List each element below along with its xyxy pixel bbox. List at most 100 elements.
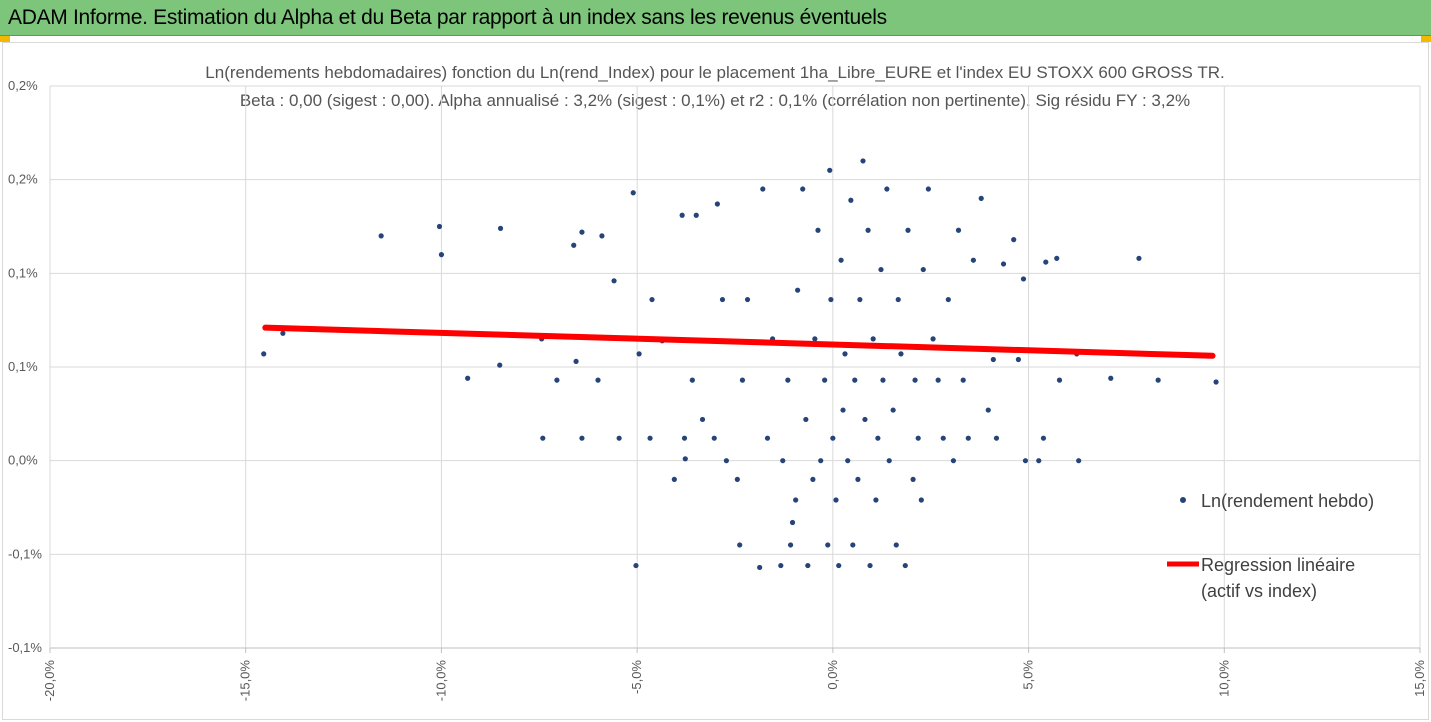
scatter-point [497, 225, 504, 231]
scatter-point [711, 435, 717, 441]
scatter-point [898, 351, 904, 357]
scatter-point [789, 519, 796, 526]
scatter-point [571, 242, 577, 248]
scatter-point [857, 296, 863, 303]
scatter-point [795, 287, 801, 293]
scatter-point [633, 562, 639, 569]
legend-marker [1167, 561, 1199, 567]
scatter-point [744, 296, 751, 303]
scatter-point [803, 416, 809, 423]
scatter-point [845, 458, 851, 464]
scatter-point [875, 435, 881, 441]
scatter-point [812, 336, 818, 342]
x-tick-label: -10,0% [433, 660, 448, 702]
scatter-point [810, 476, 816, 482]
scatter-point [1043, 259, 1049, 265]
scatter-point [573, 358, 579, 364]
corner-mark [1421, 36, 1431, 42]
scatter-point [935, 377, 941, 383]
scatter-point [1155, 377, 1161, 383]
scatter-point [261, 351, 267, 357]
scatter-point [855, 476, 861, 482]
scatter-point [734, 476, 740, 482]
scatter-point [830, 435, 836, 441]
x-tick-label: 15,0% [1412, 660, 1427, 697]
scatter-point [815, 227, 821, 233]
scatter-point [925, 186, 931, 192]
scatter-point [1000, 261, 1007, 267]
x-tick-label: 5,0% [1021, 660, 1036, 690]
scatter-point [860, 158, 866, 164]
scatter-point [878, 266, 884, 273]
scatter-point [787, 542, 794, 548]
scatter-point [890, 407, 896, 413]
chart-subtitle: Beta : 0,00 (sigest : 0,00). Alpha annua… [240, 91, 1190, 110]
chart-title: Ln(rendements hebdomadaires) fonction du… [205, 63, 1224, 82]
y-tick-label: 0,2% [8, 78, 38, 93]
scatter-point [970, 257, 976, 263]
scatter-point [497, 362, 503, 368]
scatter-point [778, 562, 784, 569]
scatter-point [579, 435, 585, 441]
legend-dot [1180, 497, 1186, 503]
scatter-point [595, 377, 601, 383]
scatter-point [880, 377, 886, 383]
y-tick-label: -0,1% [8, 640, 42, 655]
scatter-point [930, 336, 936, 342]
scatter-point [950, 458, 957, 464]
scatter-point [990, 356, 996, 363]
scatter-point [818, 458, 824, 464]
scatter-point [280, 330, 286, 336]
scatter-point [757, 564, 763, 571]
scatter-point [910, 476, 916, 482]
scatter-point [1136, 255, 1142, 261]
legend-symbol [1165, 488, 1201, 510]
scatter-point [671, 476, 677, 482]
scatter-point [1022, 458, 1029, 464]
scatter-point [649, 296, 655, 303]
scatter-point [760, 186, 766, 192]
scatter-point [785, 377, 791, 383]
scatter-point [828, 296, 834, 303]
scatter-point [436, 223, 443, 230]
legend-label: Regression linéaire (actif vs index) [1201, 555, 1356, 601]
y-tick-label: -0,1% [8, 546, 42, 561]
x-tick-label: -15,0% [238, 660, 253, 702]
chart-frame [2, 42, 1429, 720]
scatter-point [719, 296, 726, 303]
y-tick-label: 0,1% [8, 265, 38, 280]
scatter-point [611, 278, 617, 284]
scatter-point [1036, 458, 1042, 464]
scatter-point [438, 252, 445, 258]
scatter-point [647, 435, 653, 441]
header-title: ADAM Informe. Estimation du Alpha et du … [8, 6, 887, 29]
scatter-point [842, 351, 848, 357]
scatter-point [827, 167, 833, 173]
scatter-point [825, 542, 831, 548]
scatter-point [838, 257, 844, 263]
scatter-point [465, 375, 471, 381]
scatter-point [764, 435, 771, 441]
scatter-point [886, 458, 892, 464]
scatter-point [867, 562, 873, 569]
scatter-point [940, 435, 946, 441]
x-tick-label: -5,0% [629, 660, 644, 694]
scatter-point [793, 497, 799, 503]
scatter-point [918, 497, 924, 503]
scatter-point [905, 227, 911, 233]
legend-symbol [1165, 552, 1201, 574]
scatter-point [884, 186, 890, 192]
scatter-point [737, 542, 743, 548]
scatter-point [865, 227, 871, 233]
scatter-point [920, 266, 926, 273]
y-tick-label: 0,0% [8, 453, 38, 468]
legend-entry: Regression linéaire (actif vs index) [1165, 552, 1385, 604]
scatter-point [579, 229, 585, 235]
scatter-point [833, 497, 839, 503]
scatter-point [915, 435, 921, 441]
scatter-point [1076, 458, 1082, 464]
scatter-point [723, 458, 729, 464]
scatter-point [822, 377, 828, 383]
scatter-point [960, 377, 966, 383]
